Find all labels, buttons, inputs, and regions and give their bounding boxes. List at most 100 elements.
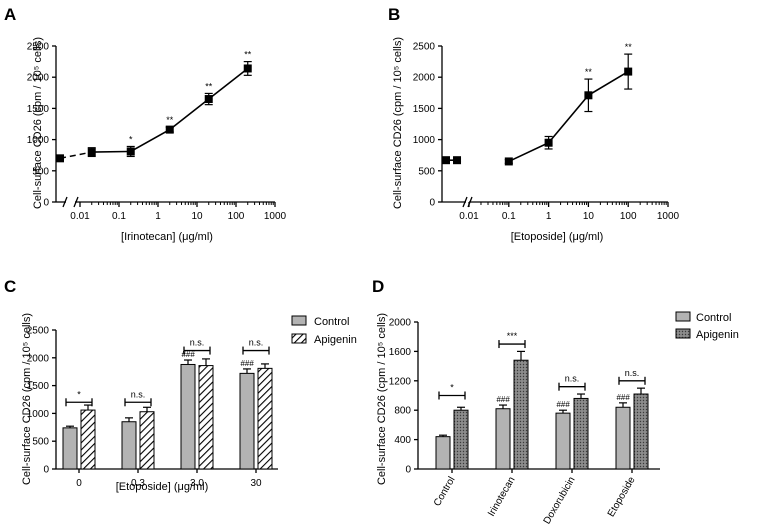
legend: Control Apigenin (291, 315, 357, 346)
hash-significance-label: ### (496, 395, 510, 404)
y-tick-label: 0 (429, 198, 435, 209)
panel-a: A Cell-surface CD26 (cpm / 10⁵ cells) [I… (4, 5, 287, 243)
panel-d: D Cell-surface CD26 (cpm / 10⁵ cells) Co… (372, 277, 739, 526)
data-point-control (442, 156, 450, 165)
legend-swatch-apigenin (291, 333, 307, 344)
y-tick-label: 500 (32, 166, 49, 177)
bar-control (555, 412, 571, 470)
bar-apigenin (80, 409, 96, 470)
hash-significance-label: ### (556, 400, 570, 409)
significance-label: n.s. (625, 368, 640, 378)
data-point (504, 157, 513, 166)
x-tick-label: Irinotecan (486, 475, 517, 519)
series-line (508, 70, 629, 163)
y-tick-label: 2500 (413, 42, 436, 53)
x-tick-label: 10 (583, 211, 595, 222)
bar-control (615, 406, 631, 470)
bar-control (435, 436, 451, 470)
significance-label: ** (585, 67, 593, 77)
x-tick-label: 100 (620, 211, 637, 222)
x-tick-label: 10 (191, 211, 203, 222)
bar-control (495, 408, 511, 470)
panel-letter: A (4, 5, 16, 24)
legend-label-apigenin: Apigenin (314, 334, 357, 346)
data-point (204, 95, 213, 104)
x-axis-label: [Irinotecan] (μg/ml) (121, 231, 213, 243)
connector-dashed (59, 151, 92, 160)
significance-label: *** (507, 331, 518, 341)
data-point (243, 64, 252, 73)
y-tick-label: 2000 (27, 73, 50, 84)
panel-b: B Cell-surface CD26 (cpm / 10⁵ cells) [E… (388, 5, 680, 243)
x-tick-label: 30 (250, 478, 262, 489)
x-tick-label: 1 (155, 211, 161, 222)
legend: Control Apigenin (675, 311, 739, 341)
x-tick-label: Doxorubicin (542, 475, 578, 526)
x-tick-label: 0.01 (459, 211, 479, 222)
y-tick-label: 1500 (27, 104, 50, 115)
data-point (584, 91, 593, 100)
x-tick-label: 1000 (264, 211, 287, 222)
x-tick-label: 1000 (657, 211, 680, 222)
y-tick-label: 2000 (389, 318, 412, 329)
hash-significance-label: ### (240, 359, 254, 368)
significance-label: n.s. (190, 338, 205, 348)
bar-apigenin (573, 397, 589, 470)
axis-break-mark (62, 196, 68, 208)
y-tick-label: 1200 (389, 376, 412, 387)
legend-label-control: Control (696, 312, 731, 324)
x-tick-label: Control (432, 475, 458, 508)
legend-swatch-control (291, 315, 307, 326)
y-tick-label: 2500 (27, 42, 50, 53)
y-tick-label: 1000 (27, 409, 50, 420)
x-axis-label: [Etoposide] (μg/ml) (511, 231, 604, 243)
bar-apigenin (513, 359, 529, 470)
x-tick-label: 0.1 (502, 211, 516, 222)
data-point (624, 67, 633, 76)
data-point (126, 147, 135, 156)
bar-control (239, 372, 255, 470)
panel-letter: D (372, 277, 384, 296)
significance-label: n.s. (249, 338, 264, 348)
bar-control (62, 427, 78, 470)
y-tick-label: 0 (405, 465, 411, 476)
y-tick-label: 400 (394, 435, 411, 446)
y-tick-label: 1600 (389, 347, 412, 358)
significance-label: n.s. (565, 374, 580, 384)
y-axis-label: Cell-surface CD26 (cpm / 10⁵ cells) (32, 37, 44, 209)
bar-apigenin (139, 411, 155, 470)
bar-control (180, 363, 196, 470)
significance-label: ** (244, 50, 252, 60)
y-tick-label: 2000 (413, 73, 436, 84)
x-tick-label: Etoposide (606, 475, 638, 519)
data-point (453, 156, 462, 165)
x-axis-label: [Etoposide] (μg/ml) (116, 481, 209, 493)
y-axis-label: Cell-surface CD26 (cpm / 10⁵ cells) (376, 313, 388, 485)
significance-label: ** (625, 42, 633, 52)
y-tick-label: 800 (394, 406, 411, 417)
panel-c: C Cell-surface CD26 (cpm / 10⁵ cells) [E… (4, 277, 357, 493)
significance-label: ** (205, 81, 213, 91)
legend-label-control: Control (314, 316, 349, 328)
data-point (87, 148, 96, 157)
y-tick-label: 500 (418, 166, 435, 177)
x-tick-label: 0.3 (131, 478, 145, 489)
legend-label-apigenin: Apigenin (696, 329, 739, 341)
data-point (165, 125, 174, 134)
y-tick-label: 2500 (27, 326, 50, 337)
bar-apigenin (633, 393, 649, 470)
significance-label: n.s. (131, 389, 146, 399)
axis-break-mark (462, 196, 468, 208)
y-tick-label: 1000 (413, 135, 436, 146)
x-tick-label: 100 (228, 211, 245, 222)
panel-letter: C (4, 277, 16, 296)
bar-apigenin (198, 365, 214, 470)
y-tick-label: 1000 (27, 135, 50, 146)
bar-control (121, 421, 137, 470)
series-line (91, 67, 249, 153)
significance-label: * (450, 383, 454, 393)
hash-significance-label: ### (181, 350, 195, 359)
x-tick-label: 0.01 (70, 211, 90, 222)
hash-significance-label: ### (616, 393, 630, 402)
